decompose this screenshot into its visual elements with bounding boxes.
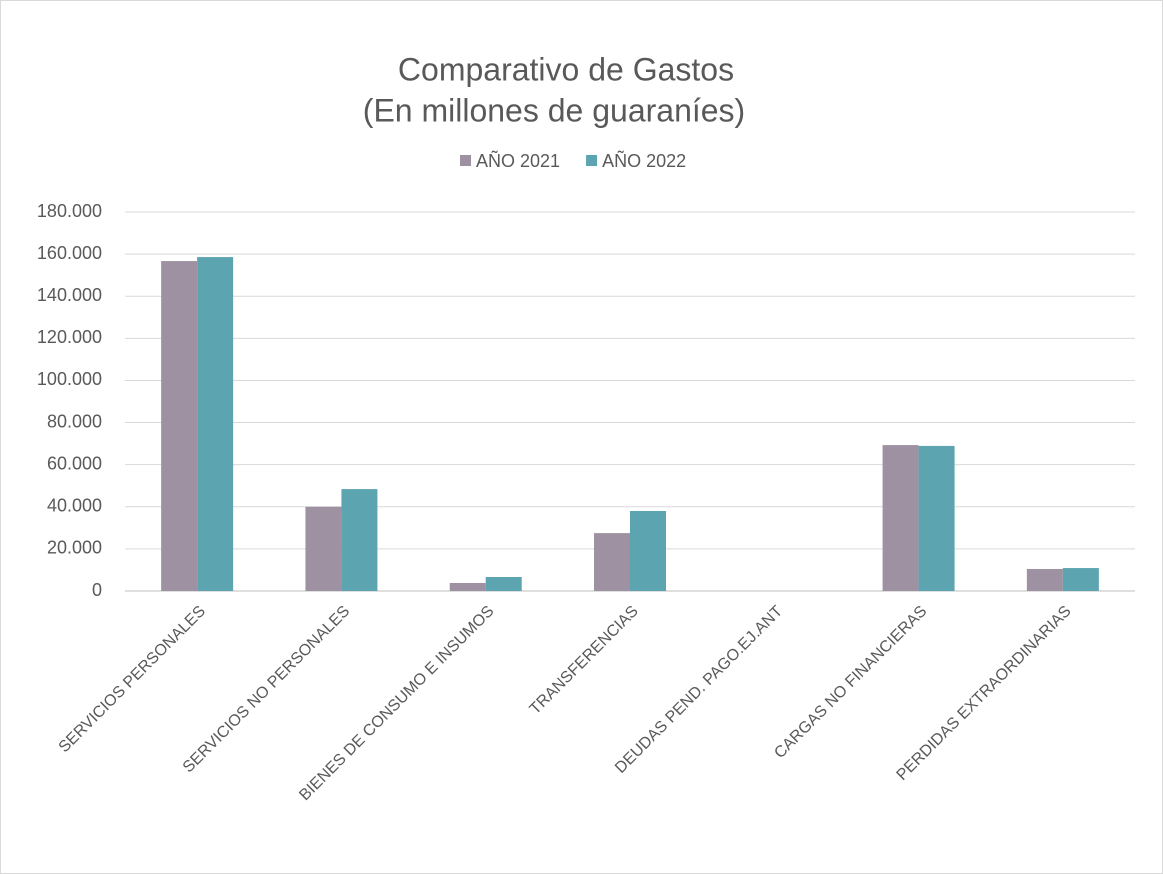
bar [305, 506, 342, 591]
bar [161, 261, 198, 591]
legend-swatch [586, 155, 598, 166]
bar [594, 533, 630, 591]
bar [630, 510, 666, 591]
y-tick-label: 80.000 [47, 411, 102, 431]
chart-title: Comparativo de Gastos [398, 51, 734, 87]
bar [197, 257, 234, 591]
legend-label: AÑO 2021 [476, 150, 560, 171]
bar [882, 445, 919, 591]
y-tick-label: 60.000 [47, 453, 102, 473]
bar [1026, 568, 1063, 591]
bar [449, 582, 486, 591]
y-tick-label: 40.000 [47, 496, 102, 516]
y-tick-label: 20.000 [47, 538, 102, 558]
bar [341, 489, 378, 591]
y-tick-label: 100.000 [37, 369, 102, 389]
chart-subtitle: (En millones de guaraníes) [363, 92, 745, 128]
bar [1062, 568, 1099, 591]
y-tick-label: 0 [92, 580, 102, 600]
bar [918, 445, 955, 591]
legend-label: AÑO 2022 [602, 150, 686, 171]
y-tick-label: 180.000 [37, 201, 102, 221]
y-tick-label: 140.000 [37, 285, 102, 305]
y-tick-label: 120.000 [37, 327, 102, 347]
y-tick-label: 160.000 [37, 243, 102, 263]
legend-swatch [460, 155, 471, 166]
bar [485, 576, 522, 591]
